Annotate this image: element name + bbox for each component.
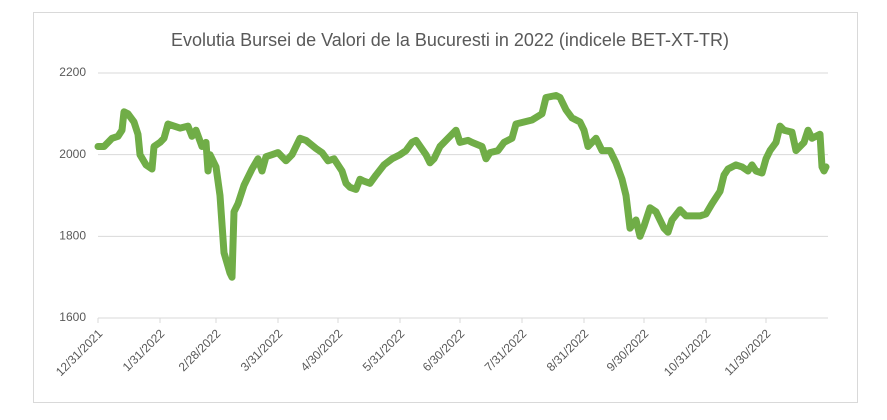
y-tick-label: 2000 (59, 147, 86, 161)
chart-frame (33, 12, 858, 403)
y-tick-label: 1800 (59, 229, 86, 243)
line-series (94, 92, 830, 281)
y-tick-label: 2200 (59, 65, 86, 79)
y-tick-label: 1600 (59, 310, 86, 324)
chart-title: Evolutia Bursei de Valori de la Bucurest… (171, 30, 729, 50)
